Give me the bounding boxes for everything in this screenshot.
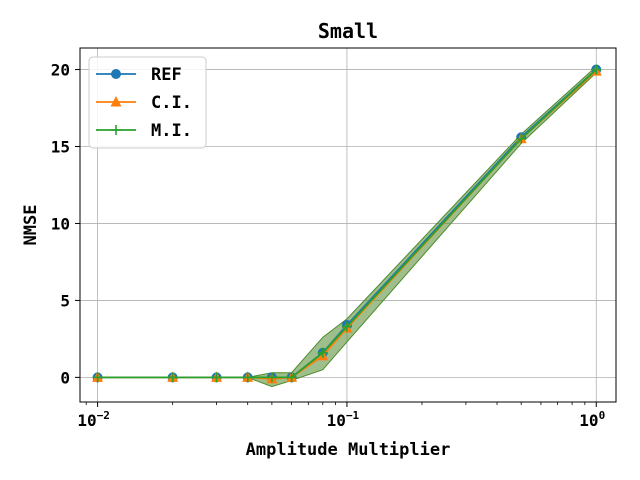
y-tick-label: 10 [51,214,70,233]
data-point-2-7 [341,321,352,332]
data-point-2-4 [266,372,277,383]
x-axis-label: Amplitude Multiplier [246,440,451,460]
x-tick-label: 100 [579,409,605,430]
legend-label-0: REF [151,65,182,85]
data-point-2-2 [211,372,222,383]
series-line-2 [97,68,597,379]
legend-frame [88,56,207,149]
plot-frame [79,47,617,403]
y-axis-label: NMSE [21,205,41,246]
data-point-2-8 [516,133,527,144]
x-tick-label: 10−2 [77,409,110,430]
y-tick-label: 0 [60,368,70,387]
data-point-2-5 [286,372,297,383]
data-point-2-1 [167,372,178,383]
data-point-2-9 [591,64,602,75]
y-tick-label: 5 [60,291,70,310]
data-point-2-3 [242,372,253,383]
legend-marker-0 [111,69,121,79]
x-tick-label: 10−1 [327,409,360,430]
y-tick-label: 15 [51,138,70,157]
data-point-2-6 [317,347,328,358]
legend-marker-1 [110,96,122,107]
legend-label-2: M.I. [151,121,192,141]
data-point-2-0 [92,372,103,383]
legend-marker-2 [111,125,121,135]
chart-title: Small [318,19,378,43]
series-group [92,64,602,384]
y-tick-label: 20 [51,61,70,80]
legend-label-1: C.I. [151,93,192,113]
legend: REF C.I. M.I. [88,56,207,149]
axis-ticks: 10−2 10−1 100 0 5 10 15 20 [51,61,605,430]
